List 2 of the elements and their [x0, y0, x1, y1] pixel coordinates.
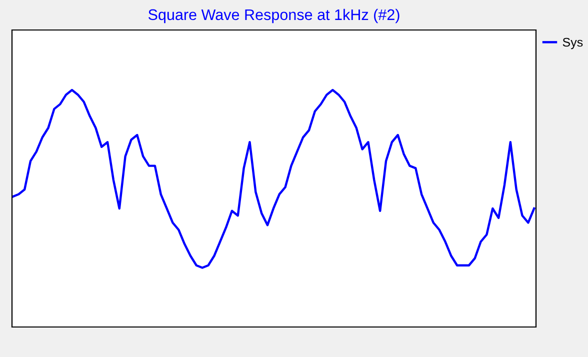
- legend-label: Sys: [562, 38, 583, 50]
- chart-title: Square Wave Response at 1kHz (#2): [148, 8, 400, 24]
